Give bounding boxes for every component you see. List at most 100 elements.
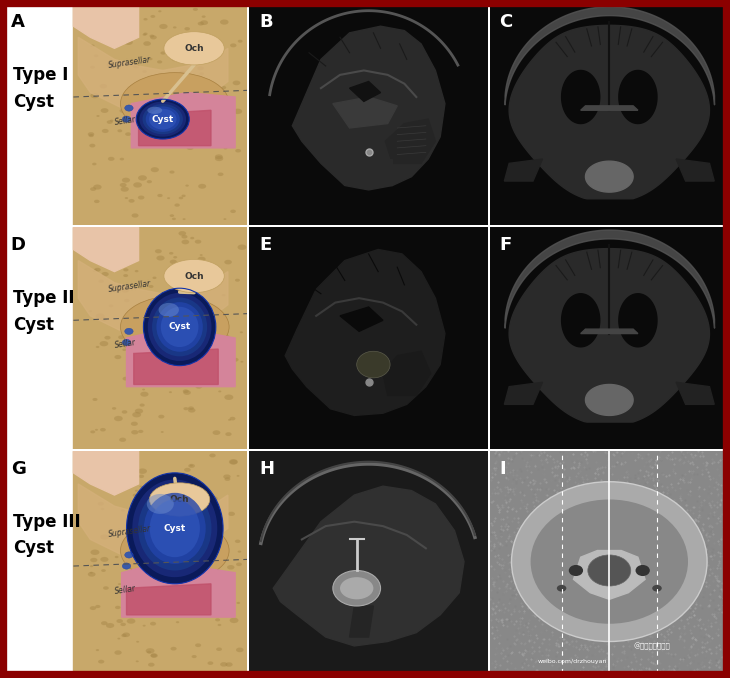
Ellipse shape xyxy=(142,70,147,73)
Text: Och: Och xyxy=(184,44,204,53)
Ellipse shape xyxy=(190,237,194,239)
Text: B: B xyxy=(259,13,272,31)
Polygon shape xyxy=(126,327,235,386)
Ellipse shape xyxy=(120,265,123,267)
Ellipse shape xyxy=(188,408,196,413)
Ellipse shape xyxy=(196,53,199,55)
Ellipse shape xyxy=(240,361,243,363)
Ellipse shape xyxy=(235,540,240,543)
Ellipse shape xyxy=(132,479,218,577)
Text: Cyst: Cyst xyxy=(152,115,174,123)
Ellipse shape xyxy=(220,131,228,136)
Ellipse shape xyxy=(202,350,211,355)
Ellipse shape xyxy=(179,197,183,199)
Ellipse shape xyxy=(120,519,229,582)
Ellipse shape xyxy=(98,502,104,506)
Ellipse shape xyxy=(215,608,220,612)
Ellipse shape xyxy=(229,459,238,464)
Ellipse shape xyxy=(115,605,120,609)
Ellipse shape xyxy=(111,468,117,471)
Ellipse shape xyxy=(122,546,131,551)
Ellipse shape xyxy=(150,654,158,658)
Text: F: F xyxy=(499,236,512,254)
Ellipse shape xyxy=(101,621,107,625)
Ellipse shape xyxy=(120,462,124,464)
Ellipse shape xyxy=(101,15,107,18)
Ellipse shape xyxy=(196,384,200,387)
Ellipse shape xyxy=(224,260,232,264)
Ellipse shape xyxy=(210,275,214,277)
Ellipse shape xyxy=(124,39,133,45)
Ellipse shape xyxy=(156,256,165,260)
Ellipse shape xyxy=(111,465,118,469)
Ellipse shape xyxy=(159,24,168,29)
Ellipse shape xyxy=(211,276,219,281)
Ellipse shape xyxy=(182,389,189,393)
Ellipse shape xyxy=(179,71,186,75)
Polygon shape xyxy=(131,93,235,148)
Ellipse shape xyxy=(190,464,193,466)
Ellipse shape xyxy=(137,559,144,563)
Ellipse shape xyxy=(132,412,141,418)
Ellipse shape xyxy=(185,572,189,574)
Ellipse shape xyxy=(151,356,154,357)
Ellipse shape xyxy=(169,117,173,120)
Ellipse shape xyxy=(198,257,206,262)
Polygon shape xyxy=(561,71,600,123)
Ellipse shape xyxy=(130,13,134,16)
Ellipse shape xyxy=(182,235,188,239)
Ellipse shape xyxy=(196,550,200,553)
Ellipse shape xyxy=(227,565,234,570)
Ellipse shape xyxy=(126,473,223,584)
Ellipse shape xyxy=(114,416,123,421)
Ellipse shape xyxy=(93,16,97,18)
Ellipse shape xyxy=(178,611,184,615)
Text: I: I xyxy=(499,460,506,477)
Ellipse shape xyxy=(176,621,180,623)
Ellipse shape xyxy=(191,655,196,658)
Ellipse shape xyxy=(135,409,143,414)
Ellipse shape xyxy=(150,35,154,37)
Ellipse shape xyxy=(125,328,133,334)
Text: Type III: Type III xyxy=(13,513,81,531)
Ellipse shape xyxy=(147,494,174,514)
Ellipse shape xyxy=(185,184,189,186)
Ellipse shape xyxy=(240,332,243,333)
Ellipse shape xyxy=(122,410,127,414)
Ellipse shape xyxy=(146,342,150,344)
Ellipse shape xyxy=(137,329,140,331)
Ellipse shape xyxy=(164,32,224,65)
Ellipse shape xyxy=(118,129,122,132)
Polygon shape xyxy=(504,382,542,404)
Ellipse shape xyxy=(199,498,207,503)
Ellipse shape xyxy=(125,329,133,334)
Polygon shape xyxy=(292,26,445,190)
Ellipse shape xyxy=(220,20,228,24)
Ellipse shape xyxy=(123,274,128,277)
Polygon shape xyxy=(139,111,211,146)
Ellipse shape xyxy=(196,384,202,388)
Ellipse shape xyxy=(124,299,129,302)
Ellipse shape xyxy=(201,281,208,285)
Ellipse shape xyxy=(237,475,239,477)
Ellipse shape xyxy=(182,218,185,220)
Ellipse shape xyxy=(92,163,96,165)
Ellipse shape xyxy=(90,237,99,242)
Ellipse shape xyxy=(120,108,126,113)
Ellipse shape xyxy=(119,244,126,248)
Ellipse shape xyxy=(173,26,177,28)
Ellipse shape xyxy=(210,454,215,458)
Polygon shape xyxy=(580,329,638,334)
Ellipse shape xyxy=(104,336,110,340)
Ellipse shape xyxy=(198,184,206,188)
Ellipse shape xyxy=(201,143,204,145)
Ellipse shape xyxy=(340,577,374,599)
Ellipse shape xyxy=(99,84,107,89)
Ellipse shape xyxy=(99,279,104,283)
Ellipse shape xyxy=(185,142,191,146)
Ellipse shape xyxy=(144,18,147,20)
Ellipse shape xyxy=(222,294,226,296)
Polygon shape xyxy=(574,551,645,599)
Ellipse shape xyxy=(143,288,216,365)
Ellipse shape xyxy=(122,31,126,33)
